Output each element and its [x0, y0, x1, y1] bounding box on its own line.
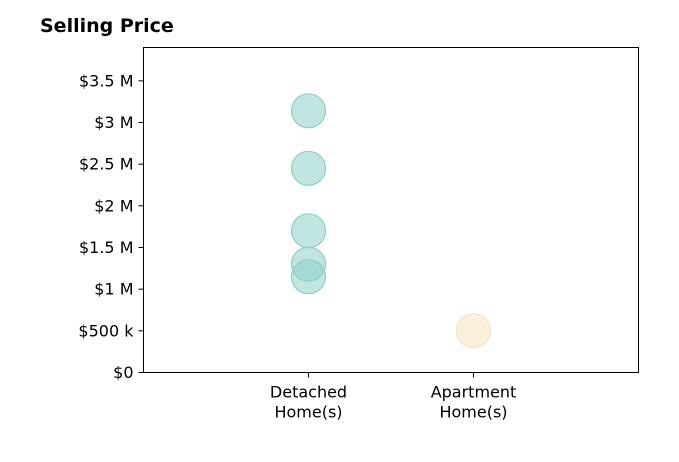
y-tick-label: $3 M — [94, 113, 133, 132]
data-point — [455, 313, 492, 349]
y-tick-label: $2.5 M — [79, 155, 134, 174]
data-point — [290, 150, 327, 186]
y-tick-label: $500 k — [78, 321, 134, 340]
data-point — [290, 213, 327, 249]
x-tick-label: Detached Home(s) — [270, 383, 347, 422]
y-tick-label: $1 M — [94, 280, 133, 299]
data-point — [290, 259, 327, 295]
y-tick-label: $1.5 M — [79, 238, 134, 257]
y-axis: $0 $500 k $1 M $1.5 M $2 M $2.5 M $3 M $3.5 M — [78, 71, 144, 382]
chart-title: Selling Price — [40, 15, 174, 37]
data-point — [290, 93, 327, 129]
x-axis: Detached Home(s) Apartment Home(s) — [270, 372, 517, 422]
y-tick-label: $2 M — [94, 196, 133, 215]
points-layer — [290, 93, 492, 349]
x-tick-label: Apartment Home(s) — [431, 383, 517, 422]
y-tick-label: $0 — [113, 363, 133, 382]
plot-frame — [143, 47, 639, 373]
y-tick-label: $3.5 M — [79, 71, 134, 90]
